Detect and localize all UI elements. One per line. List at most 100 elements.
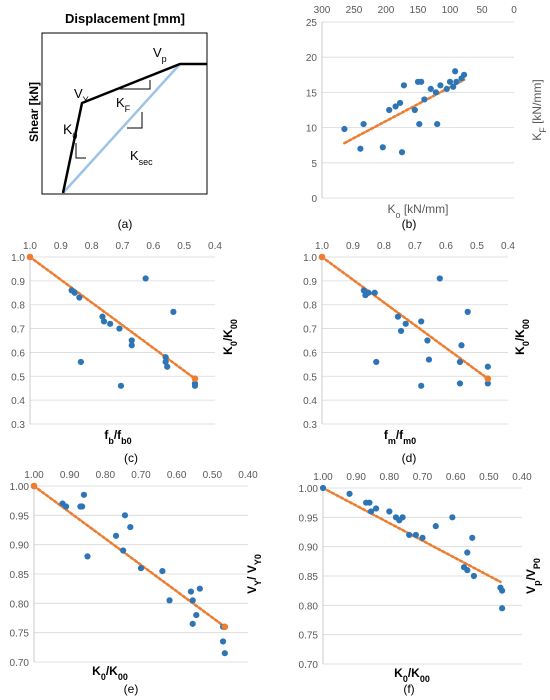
trend-line <box>320 255 490 380</box>
data-point <box>425 356 433 363</box>
x-tick-label: 0.70 <box>131 470 151 481</box>
data-point <box>412 531 419 539</box>
data-point <box>499 587 506 594</box>
data-point <box>469 534 476 541</box>
diagram-title: Displacement [mm] <box>65 11 185 26</box>
y-axis-label: KF [kN/mm] <box>530 79 548 141</box>
data-point <box>484 363 491 370</box>
caption-b: (b) <box>402 217 417 231</box>
trend-endpoint <box>484 375 492 382</box>
x-tick-label: 0.5 <box>470 241 484 252</box>
y-tick-label: 20 <box>306 53 318 64</box>
data-point <box>437 82 444 89</box>
y-tick-label: 0.75 <box>10 629 30 640</box>
data-point <box>162 358 169 366</box>
data-point <box>418 382 425 389</box>
caption-f: (f) <box>403 682 414 696</box>
data-point <box>360 287 367 294</box>
trend-endpoint <box>221 623 229 631</box>
data-point <box>432 89 440 96</box>
x-tick-label: 1.0 <box>315 241 329 252</box>
y-tick-label: 25 <box>306 18 318 29</box>
data-point <box>372 505 380 512</box>
data-point <box>386 508 393 515</box>
y-tick-label: 0.6 <box>11 348 25 359</box>
data-point <box>196 585 203 592</box>
y-tick-label: 0.70 <box>10 658 30 669</box>
y-tick-label: 0.90 <box>10 541 30 552</box>
data-point <box>117 382 125 389</box>
data-point <box>116 325 123 332</box>
data-point <box>365 289 372 296</box>
data-point <box>219 638 227 645</box>
y-tick-label: 0.4 <box>11 396 25 407</box>
y-tick-label: 0.6 <box>303 348 317 359</box>
data-point <box>456 380 464 387</box>
data-point <box>446 78 454 85</box>
diagram-frame <box>41 32 208 195</box>
y-tick-label: 0.5 <box>11 372 25 383</box>
y-tick-label: 0.8 <box>303 301 317 312</box>
y-tick-label: 0.85 <box>10 570 30 581</box>
vp-label: Vp <box>153 45 167 64</box>
data-point <box>142 275 149 282</box>
data-point <box>379 144 386 151</box>
data-point <box>464 549 471 556</box>
trend-endpoint <box>26 253 34 261</box>
data-point <box>164 363 171 370</box>
data-point <box>341 125 348 133</box>
data-point <box>191 382 199 389</box>
y-tick-label: 0.85 <box>299 572 319 583</box>
data-point <box>453 78 460 85</box>
y-tick-label: 0.95 <box>299 513 319 524</box>
x-axis-label: K0/K00 <box>92 664 128 682</box>
x-tick-label: 0.5 <box>177 241 191 252</box>
data-point <box>367 508 375 515</box>
data-point <box>470 572 478 580</box>
y-tick-label: 0.70 <box>299 660 319 671</box>
x-tick-label: 0.40 <box>512 472 532 483</box>
y-tick-label: 1.0 <box>11 253 25 264</box>
data-point <box>427 85 434 92</box>
y-tick-label: 5 <box>311 159 317 170</box>
data-point <box>464 567 471 574</box>
data-point <box>159 567 166 575</box>
data-point <box>84 553 91 560</box>
y-axis-label: VY/ VY0 <box>245 554 263 594</box>
data-point <box>189 597 196 604</box>
ksec-line <box>62 63 181 194</box>
x-axis-label: fb/fb0 <box>104 428 131 446</box>
x-axis-label: Ko [kN/mm] <box>387 202 448 220</box>
x-tick-label: 0.60 <box>446 472 466 483</box>
data-point <box>128 337 135 344</box>
trend-endpoint <box>30 482 38 490</box>
data-point <box>193 611 200 619</box>
y-tick-label: 1.00 <box>299 484 319 495</box>
data-point <box>436 275 443 282</box>
x-tick-label: 300 <box>314 5 331 16</box>
caption-d: (d) <box>402 451 417 465</box>
x-axis-label: fm/fm0 <box>384 428 416 446</box>
x-tick-label: 0.4 <box>208 241 222 252</box>
data-point <box>484 380 491 387</box>
data-point <box>424 337 431 344</box>
x-tick-label: 100 <box>442 5 459 16</box>
y-tick-label: 0.7 <box>11 325 25 336</box>
panel-c: 0.3 0.4 0.5 0.6 0.7 0.8 0.9 1.0 0.4 0.5 0.6 0.7 0.8 0… <box>11 241 239 465</box>
kf-label: KF <box>116 95 131 114</box>
x-tick-label: 0.90 <box>346 472 366 483</box>
data-point <box>450 83 457 90</box>
x-tick-label: 0.6 <box>146 241 160 252</box>
y-tick-label: 0.75 <box>299 631 319 642</box>
x-tick-label: 0.50 <box>203 470 223 481</box>
data-point <box>406 531 413 539</box>
data-point <box>456 358 464 366</box>
y-tick-label: 0.3 <box>303 420 317 431</box>
response-curve <box>61 62 207 194</box>
data-point <box>373 358 380 366</box>
y-axis-label: K0/K00 <box>513 319 531 355</box>
x-tick-label: 0.6 <box>439 241 453 252</box>
data-point <box>418 318 425 325</box>
